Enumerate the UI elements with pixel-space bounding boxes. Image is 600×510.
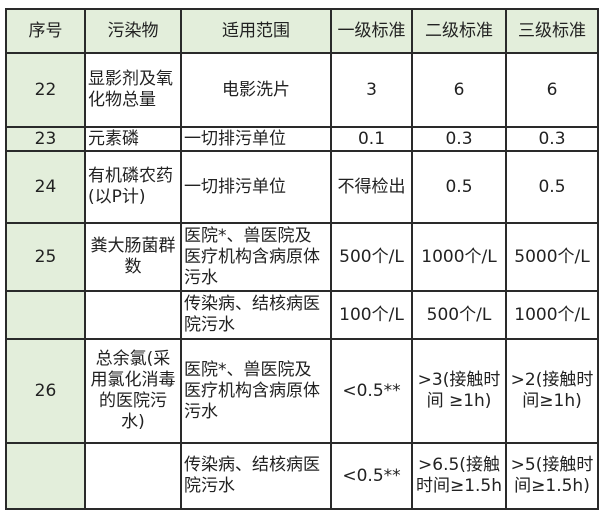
cell-no: 26 — [5, 338, 86, 444]
cell-no: 25 — [5, 222, 86, 292]
cell-pollutant: 粪大肠菌群数 — [84, 222, 182, 292]
table-row: 23 元素磷 一切排污单位 0.1 0.3 0.3 — [5, 126, 599, 152]
cell-g3: 0.5 — [505, 150, 599, 224]
cell-g3: 5000个/L — [505, 222, 599, 292]
cell-pollutant: 显影剂及氧化物总量 — [84, 52, 182, 128]
cell-g2: >3(接触时间 ≥1h) — [411, 338, 507, 444]
cell-g2: 1000个/L — [411, 222, 507, 292]
cell-pollutant — [84, 442, 182, 510]
cell-g3: >2(接触时间≥1h) — [505, 338, 599, 444]
table-row: 传染病、结核病医院污水 <0.5** >6.5(接触时间≥1.5h >5(接触时间≥1… — [5, 442, 599, 510]
cell-scope: 电影洗片 — [180, 52, 332, 128]
cell-g1: 100个/L — [330, 290, 413, 340]
cell-g3: 1000个/L — [505, 290, 599, 340]
cell-g2: 500个/L — [411, 290, 507, 340]
cell-g2: >6.5(接触时间≥1.5h — [411, 442, 507, 510]
cell-no — [5, 442, 86, 510]
cell-g2: 0.5 — [411, 150, 507, 224]
header-grade2: 二级标准 — [411, 8, 507, 54]
cell-pollutant: 有机磷农药(以P计) — [84, 150, 182, 224]
cell-g1: <0.5** — [330, 338, 413, 444]
cell-no: 22 — [5, 52, 86, 128]
table-row: 24 有机磷农药(以P计) 一切排污单位 不得检出 0.5 0.5 — [5, 150, 599, 224]
cell-pollutant — [84, 290, 182, 340]
cell-g1: 3 — [330, 52, 413, 128]
header-pollutant: 污染物 — [84, 8, 182, 54]
table-body: 22 显影剂及氧化物总量 电影洗片 3 6 6 23 元素磷 一切排污单位 0.1 0.3 0.3 24… — [5, 52, 599, 510]
header-row: 序号 污染物 适用范围 一级标准 二级标准 三级标准 — [5, 8, 599, 54]
cell-no — [5, 290, 86, 340]
cell-pollutant: 总余氯(采用氯化消毒的医院污水) — [84, 338, 182, 444]
table-row: 25 粪大肠菌群数 医院*、兽医院及医疗机构含病原体污水 500个/L 1000个/L 5… — [5, 222, 599, 292]
cell-scope: 一切排污单位 — [180, 126, 332, 152]
cell-scope: 医院*、兽医院及医疗机构含病原体污水 — [180, 222, 332, 292]
cell-g1: 不得检出 — [330, 150, 413, 224]
header-grade3: 三级标准 — [505, 8, 599, 54]
cell-g3: >5(接触时间≥1.5h) — [505, 442, 599, 510]
table-row: 传染病、结核病医院污水 100个/L 500个/L 1000个/L — [5, 290, 599, 340]
cell-scope: 传染病、结核病医院污水 — [180, 290, 332, 340]
pollutant-standards-table: 序号 污染物 适用范围 一级标准 二级标准 三级标准 22 显影剂及氧化物总量 电影洗片 3 6 6… — [5, 8, 599, 510]
table-row: 22 显影剂及氧化物总量 电影洗片 3 6 6 — [5, 52, 599, 128]
cell-scope: 传染病、结核病医院污水 — [180, 442, 332, 510]
cell-no: 24 — [5, 150, 86, 224]
cell-g3: 6 — [505, 52, 599, 128]
cell-scope: 一切排污单位 — [180, 150, 332, 224]
cell-g1: 500个/L — [330, 222, 413, 292]
header-scope: 适用范围 — [180, 8, 332, 54]
cell-g3: 0.3 — [505, 126, 599, 152]
cell-scope: 医院*、兽医院及医疗机构含病原体污水 — [180, 338, 332, 444]
header-no: 序号 — [5, 8, 86, 54]
cell-g2: 0.3 — [411, 126, 507, 152]
cell-g2: 6 — [411, 52, 507, 128]
cell-no: 23 — [5, 126, 86, 152]
header-grade1: 一级标准 — [330, 8, 413, 54]
cell-g1: 0.1 — [330, 126, 413, 152]
cell-pollutant: 元素磷 — [84, 126, 182, 152]
cell-g1: <0.5** — [330, 442, 413, 510]
table-row: 26 总余氯(采用氯化消毒的医院污水) 医院*、兽医院及医疗机构含病原体污水 <0.5… — [5, 338, 599, 444]
